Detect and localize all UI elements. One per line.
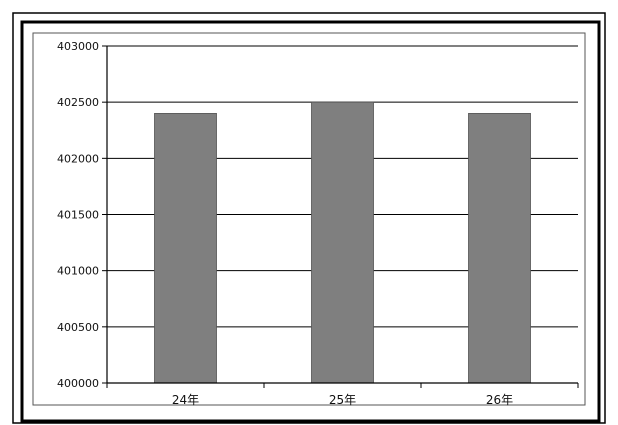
axes [106, 46, 579, 388]
y-tick-label: 401000 [57, 265, 99, 278]
x-tick-label: 26年 [486, 393, 513, 407]
y-tick-labels: 400000 400500 401000 401500 402000 402500 4030… [57, 40, 99, 390]
inner-frame [20, 20, 601, 423]
y-tick-label: 402000 [57, 152, 99, 165]
x-tick-labels: 24年 25年 26年 [172, 393, 513, 407]
bar-1 [154, 113, 217, 384]
bar-3 [468, 113, 531, 384]
y-tick-label: 402500 [57, 96, 99, 109]
x-tick-label: 24年 [172, 393, 199, 407]
y-tick-label: 400000 [57, 377, 99, 390]
y-tick-label: 403000 [57, 40, 99, 53]
x-tick-label: 25年 [329, 393, 356, 407]
chart-area-border [32, 32, 586, 406]
y-tick-label: 401500 [57, 209, 99, 222]
bars [154, 101, 531, 384]
y-tick-label: 400500 [57, 321, 99, 334]
bar-2 [311, 101, 374, 384]
